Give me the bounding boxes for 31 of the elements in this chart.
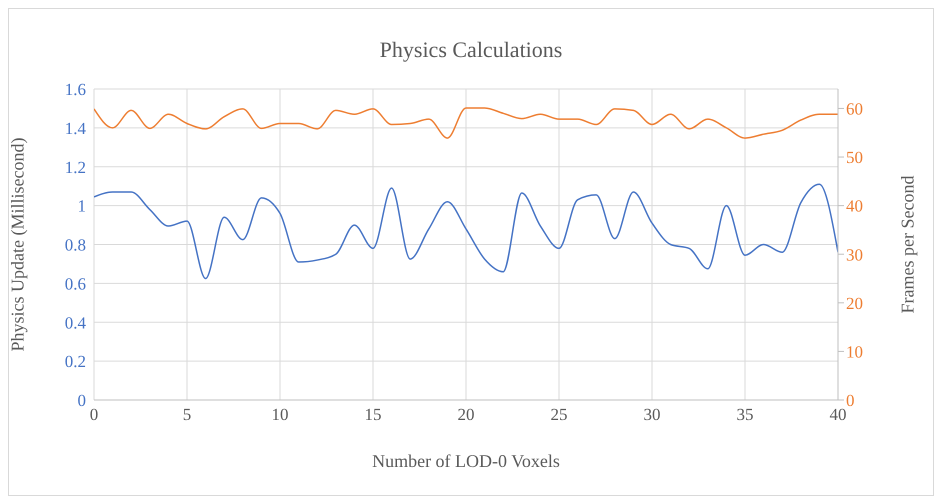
y-tick-label: 1.2 [64,158,86,177]
y-tick-label: 0.6 [64,274,86,294]
x-tick-label: 35 [736,405,754,424]
y-tick-label: 1.4 [64,118,86,138]
x-tick-label: 0 [90,405,98,424]
y2-tick-label: 50 [846,148,863,168]
y2-tick-label: 40 [846,196,863,216]
x-axis-title: Number of LOD-0 Voxels [372,451,560,471]
x-tick-label: 10 [272,405,288,424]
y-tick-label: 0.2 [64,352,86,372]
y-axis-title: Physics Update (Millisecond) [7,138,28,352]
y-tick-label: 0.8 [64,236,86,255]
x-tick-label: 40 [830,405,846,424]
y-tick-label: 1.6 [64,80,86,100]
line-series [94,183,838,280]
y-tick-label: 1 [78,196,86,216]
x-tick-label: 20 [458,405,474,424]
x-tick-label: 30 [644,405,660,424]
y2-tick-label: 20 [846,294,863,313]
x-tick-label: 5 [182,405,192,424]
line-series [94,107,838,139]
y2-tick-label: 10 [846,342,863,362]
y2-tick-label: 30 [846,245,863,264]
y2-tick-label: 60 [846,99,863,118]
y2-axis-title: Frames per Second [897,176,918,314]
y-tick-label: 0.4 [64,313,86,332]
x-tick-label: 15 [364,405,382,424]
y-tick-label: 0 [78,391,86,410]
x-tick-label: 25 [550,405,568,424]
y2-tick-label: 0 [846,391,854,410]
chart-title: Physics Calculations [378,37,564,63]
